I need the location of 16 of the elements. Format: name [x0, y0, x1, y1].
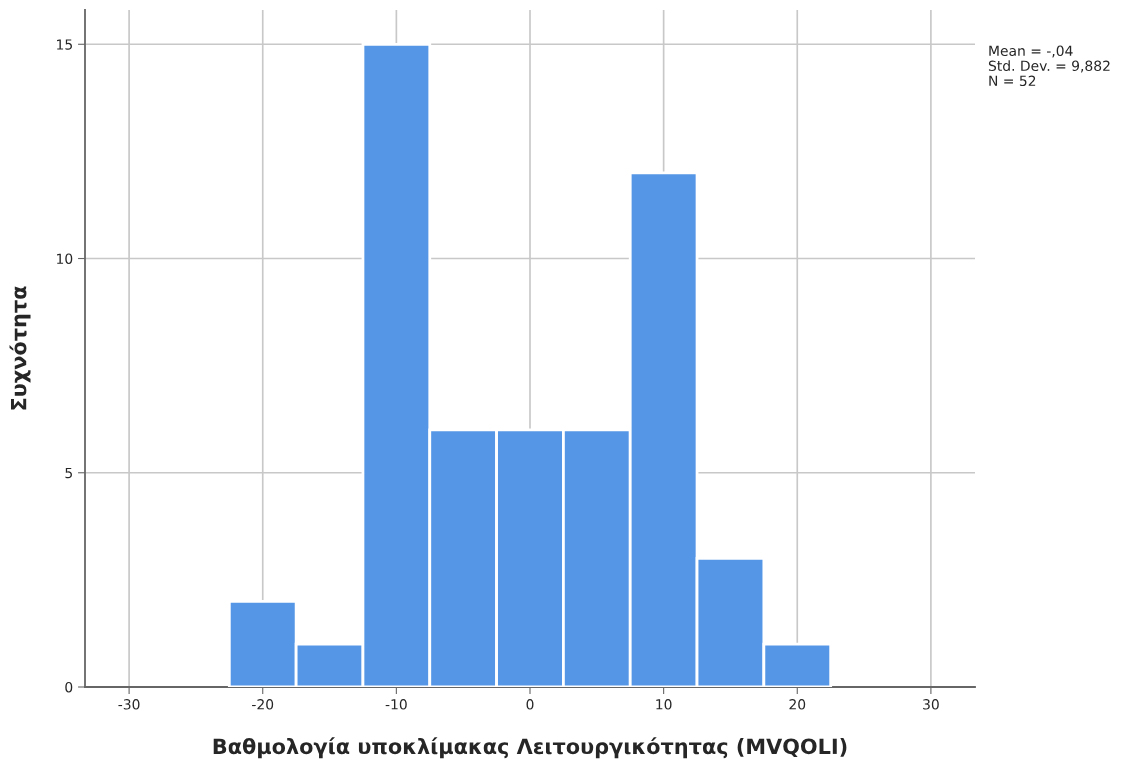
y-axis-title: Συχνότητα [9, 286, 31, 410]
text: Mean = -,04 [989, 45, 1073, 58]
x-tick-label: 0 [526, 699, 534, 710]
x-axis-title: Βαθμολογία υποκλίμακας Λειτουργικότητας (MVQOLI) [213, 737, 847, 759]
y-tick-label: 0 [65, 681, 73, 693]
x-tick-label: -10 [385, 699, 407, 710]
x-tick-label: 20 [789, 699, 806, 710]
y-tick-label: 10 [57, 253, 73, 264]
x-tick-label: -20 [252, 699, 274, 710]
text: N = 52 [989, 75, 1036, 87]
x-tick-label: 10 [656, 699, 672, 710]
x-tick-label: 30 [923, 699, 939, 710]
y-tick-label: 5 [65, 467, 72, 479]
text: Std. Dev. = 9,882 [988, 60, 1110, 73]
x-tick-label: -30 [118, 699, 140, 710]
y-tick-label: 15 [57, 39, 72, 50]
